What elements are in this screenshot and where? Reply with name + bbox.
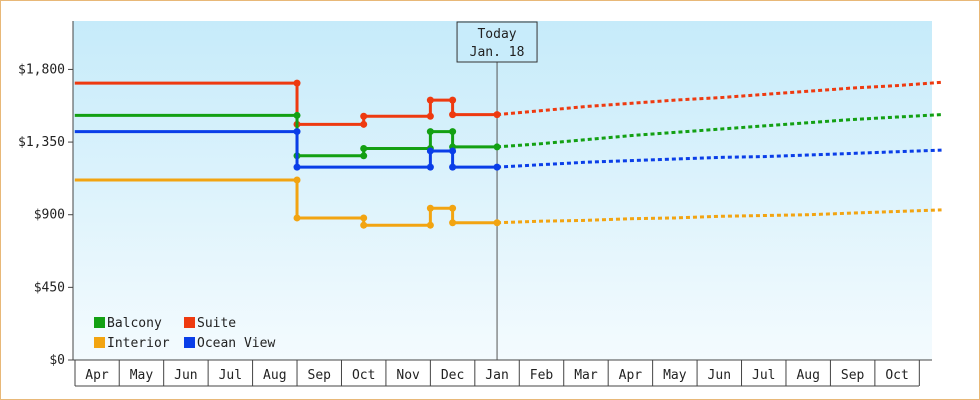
series-layer (74, 79, 942, 229)
data-point-ocean-view (449, 147, 457, 155)
data-point-balcony (293, 111, 301, 119)
today-box (456, 21, 538, 63)
projection-line-suite (496, 80, 942, 117)
legend-label-balcony: Balcony (107, 316, 162, 331)
y-tick-label: $1,800 (18, 62, 65, 77)
data-point-ocean-view (426, 147, 434, 155)
x-tick-label: Sep (308, 368, 332, 383)
data-point-suite (426, 96, 434, 104)
data-point-interior (426, 221, 434, 229)
data-point-ocean-view (293, 163, 301, 171)
data-point-interior (449, 219, 457, 227)
x-tick-label: Sep (841, 368, 865, 383)
y-tick-label: $0 (49, 353, 65, 368)
today-label: Today (477, 27, 516, 42)
plot-background (73, 21, 932, 360)
y-tick-label: $900 (34, 208, 65, 223)
legend-swatch-ocean-view (184, 337, 195, 348)
data-point-suite (426, 112, 434, 120)
data-point-balcony (360, 145, 368, 153)
data-point-interior (360, 214, 368, 222)
series-suite (74, 79, 942, 128)
data-point-suite (293, 79, 301, 87)
today-date: Jan. 18 (470, 45, 525, 60)
series-line-interior (74, 178, 498, 227)
x-tick-label: Oct (352, 368, 375, 383)
series-ocean-view (74, 128, 942, 171)
x-tick-label: Aug (796, 368, 819, 383)
legend-swatch-suite (184, 317, 195, 328)
data-point-interior (426, 204, 434, 212)
x-tick-label: Jul (752, 368, 775, 383)
data-point-balcony (449, 128, 457, 136)
series-line-suite (74, 81, 498, 126)
data-point-suite (449, 96, 457, 104)
data-point-interior (293, 214, 301, 222)
series-interior (74, 176, 942, 229)
data-point-balcony (426, 128, 434, 136)
x-tick-label: Jun (708, 368, 731, 383)
x-tick-label: Feb (530, 368, 554, 383)
x-tick-label: Apr (619, 368, 643, 383)
legend-swatch-interior (94, 337, 105, 348)
axes: $0 $450 $900 $1,350 $1,800 Apr May Jun Jul Aug Sep… (18, 21, 932, 387)
legend: Balcony Suite Interior Ocean View (94, 316, 275, 351)
data-point-balcony (493, 143, 501, 151)
legend-label-interior: Interior (107, 336, 170, 351)
y-tick-label: $1,350 (18, 135, 65, 150)
x-tick-label: Apr (85, 368, 109, 383)
data-point-ocean-view (449, 163, 457, 171)
data-point-ocean-view (426, 163, 434, 171)
data-point-interior (293, 176, 301, 184)
x-tick-label: Dec (441, 368, 464, 383)
x-tick-label: Nov (396, 368, 420, 383)
legend-label-ocean-view: Ocean View (197, 336, 275, 351)
x-tick-label: Jan (485, 368, 508, 383)
legend-label-suite: Suite (197, 316, 236, 331)
data-point-interior (493, 219, 501, 227)
data-point-suite (360, 112, 368, 120)
x-tick-label: Jul (219, 368, 242, 383)
data-point-interior (449, 204, 457, 212)
data-point-interior (360, 221, 368, 229)
data-point-balcony (360, 152, 368, 160)
x-tick-label: May (130, 368, 154, 383)
legend-swatch-balcony (94, 317, 105, 328)
data-point-ocean-view (293, 128, 301, 136)
x-tick-label: Aug (263, 368, 286, 383)
projection-line-balcony (496, 113, 942, 149)
x-tick-label: Jun (174, 368, 197, 383)
data-point-suite (449, 111, 457, 119)
x-tick-label: Oct (885, 368, 908, 383)
data-point-ocean-view (493, 163, 501, 171)
data-point-suite (493, 111, 501, 119)
x-tick-label: Mar (574, 368, 598, 383)
data-point-suite (360, 120, 368, 128)
y-tick-label: $450 (34, 280, 65, 295)
x-tick-label: May (663, 368, 687, 383)
